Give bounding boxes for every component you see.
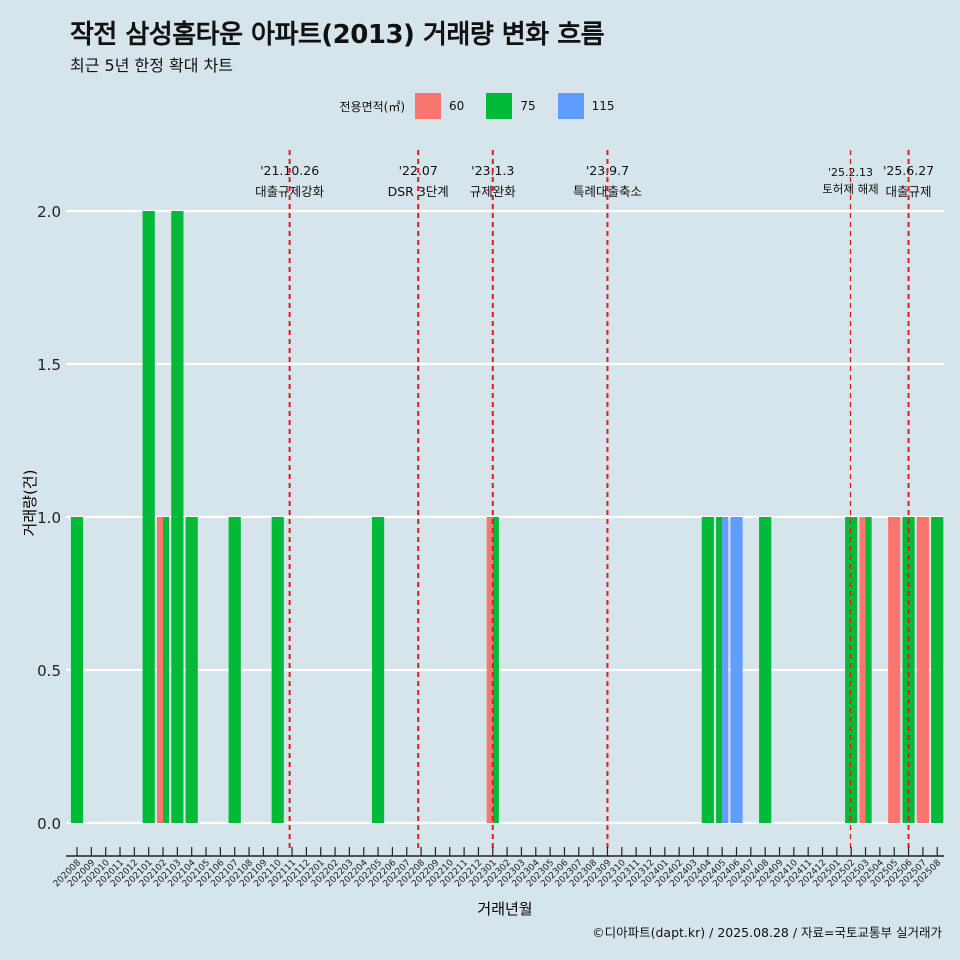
y-tick-label: 0.0 — [37, 815, 61, 833]
bars — [70, 211, 944, 823]
legend: 전용면적(㎡) 60 75 115 — [0, 93, 960, 119]
bar-202507-60 — [916, 517, 929, 823]
bar-202104-75 — [185, 517, 198, 823]
x-axis-title: 거래년월 — [477, 900, 532, 918]
bar-202110-75 — [271, 517, 284, 823]
chart-title: 작전 삼성홈타운 아파트(2013) 거래량 변화 흐름 — [70, 20, 605, 50]
event-lines: '21.10.26 대출규제강화 '22.07 DSR 3단계 '23.1.3 규제완화 '… — [255, 150, 934, 852]
y-tick-label: 2.0 — [37, 203, 61, 221]
bar-202405-75 — [716, 517, 723, 823]
legend-item-115: 115 — [557, 93, 615, 119]
gridlines — [66, 209, 944, 825]
bar-202405-115 — [722, 517, 729, 823]
x-axis: 2020082020092020102020112020122021012021… — [52, 847, 944, 889]
bar-202408-75 — [759, 517, 772, 823]
event-date-3: '23.9.7 — [586, 163, 629, 178]
bar-202301-60 — [486, 517, 493, 823]
bar-202406-115 — [730, 517, 743, 823]
y-axis: 0.0 0.5 1.0 1.5 2.0 — [37, 203, 61, 833]
bar-202101-75 — [142, 211, 155, 823]
event-date-0: '21.10.26 — [260, 163, 319, 178]
event-label-2: 규제완화 — [470, 184, 517, 199]
bar-202404-75 — [701, 517, 714, 823]
legend-key-60 — [415, 93, 442, 119]
bar-202505-60 — [888, 517, 901, 823]
bar-202301-75 — [492, 517, 499, 823]
bar-202008-75 — [70, 517, 84, 823]
bar-202502-75 — [845, 517, 858, 823]
event-date-5: '25.6.27 — [883, 163, 934, 178]
legend-item-75: 75 — [486, 93, 536, 119]
bar-202102-75 — [163, 517, 170, 823]
legend-key-115 — [557, 93, 584, 119]
bar-202102-60 — [156, 517, 164, 823]
bar-202503-60 — [859, 517, 866, 823]
y-axis-title: 거래량(건) — [21, 470, 39, 537]
legend-key-75 — [486, 93, 513, 119]
legend-label-60: 60 — [449, 99, 465, 113]
source-caption: ©디아파트(dapt.kr) / 2025.08.28 / 자료=국토교통부 실… — [592, 925, 942, 940]
legend-title: 전용면적(㎡) — [339, 99, 406, 114]
event-label-0: 대출규제강화 — [255, 184, 325, 199]
event-label-5: 대출규제 — [886, 184, 932, 199]
event-label-1: DSR 3단계 — [388, 184, 449, 199]
legend-label-75: 75 — [520, 99, 536, 113]
bar-202506-75 — [902, 517, 915, 823]
bar-202205-75 — [371, 517, 385, 823]
bar-202503-75 — [865, 517, 872, 823]
event-label-4: 토허제 해제 — [822, 182, 879, 196]
event-date-4: '25.2.13 — [828, 166, 873, 179]
event-date-2: '23.1.3 — [471, 163, 514, 178]
y-tick-label: 0.5 — [37, 662, 61, 680]
event-date-1: '22.07 — [399, 163, 438, 178]
legend-label-115: 115 — [591, 99, 615, 113]
chart-subtitle: 최근 5년 한정 확대 차트 — [70, 56, 234, 75]
bar-202103-75 — [171, 211, 184, 823]
y-tick-label: 1.0 — [37, 509, 61, 527]
event-label-3: 특례대출축소 — [573, 184, 642, 199]
legend-item-60: 60 — [415, 93, 464, 119]
bar-202107-75 — [228, 517, 241, 823]
y-tick-label: 1.5 — [37, 356, 61, 374]
bar-202508-75 — [931, 517, 944, 823]
